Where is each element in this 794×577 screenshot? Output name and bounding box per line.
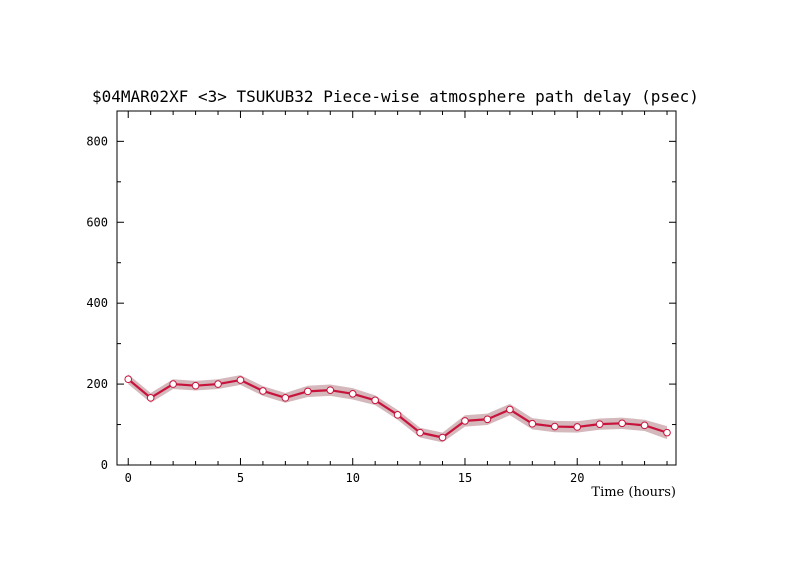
data-point — [483, 415, 492, 424]
x-tick-label: 0 — [125, 471, 132, 485]
chart-title: $04MAR02XF <3> TSUKUB32 Piece-wise atmos… — [92, 87, 699, 106]
data-point — [146, 394, 155, 402]
data-point — [640, 421, 649, 430]
data-point — [595, 420, 604, 428]
data-point — [528, 419, 537, 428]
y-tick-label: 0 — [101, 458, 108, 472]
data-point — [371, 396, 379, 405]
data-point — [326, 386, 335, 394]
x-tick-label: 15 — [458, 471, 472, 485]
data-point — [169, 380, 177, 388]
data-point — [416, 428, 424, 437]
data-point — [236, 376, 245, 384]
data-point — [573, 423, 582, 431]
y-tick-label: 200 — [86, 377, 108, 391]
y-tick-label: 600 — [86, 215, 108, 229]
data-point — [259, 387, 267, 395]
data-point — [506, 405, 514, 414]
data-point — [348, 389, 357, 398]
data-point — [304, 387, 312, 396]
data-point — [191, 381, 200, 390]
series-layer — [124, 374, 671, 443]
data-point — [281, 394, 290, 402]
data-point — [663, 428, 671, 437]
x-tick-label: 10 — [345, 471, 359, 485]
x-tick-label: 5 — [237, 471, 244, 485]
x-axis-label: Time (hours) — [591, 485, 676, 500]
plot-frame — [116, 110, 677, 466]
data-point — [124, 375, 133, 384]
y-tick-label: 800 — [86, 134, 108, 148]
data-point — [618, 419, 626, 428]
data-point — [550, 422, 559, 431]
x-tick-label: 20 — [570, 471, 584, 485]
data-point — [393, 411, 402, 419]
y-tick-label: 400 — [86, 296, 108, 310]
data-point — [214, 380, 222, 388]
axis-ticks — [117, 111, 676, 466]
data-point — [461, 417, 469, 425]
data-point — [438, 433, 447, 442]
